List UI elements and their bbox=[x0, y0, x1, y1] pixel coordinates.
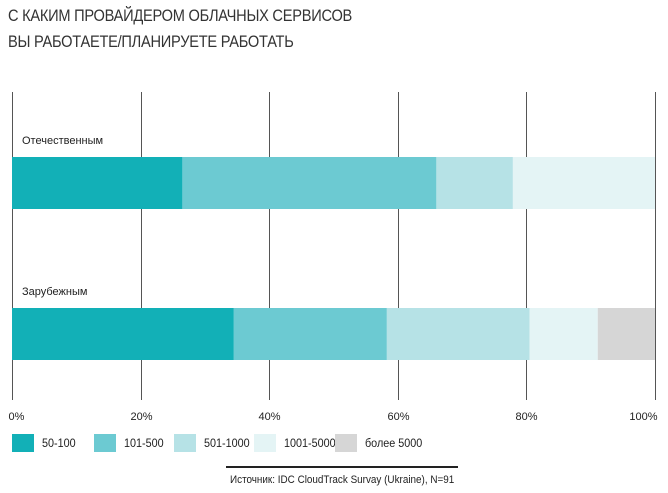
source-note: Источник: IDC CloudTrack Survay (Ukraine… bbox=[230, 474, 455, 486]
legend-swatch bbox=[12, 434, 34, 452]
legend-label: более 5000 bbox=[365, 436, 423, 450]
legend-swatch bbox=[174, 434, 196, 452]
legend-label: 501-1000 bbox=[204, 436, 250, 450]
source-divider bbox=[226, 466, 458, 468]
x-tick-label-40: 40% bbox=[258, 411, 280, 423]
x-tick-label-60: 60% bbox=[387, 411, 409, 423]
legend-label: 101-500 bbox=[124, 436, 164, 450]
x-axis-ticks: 0% 20% 40% 60% 80% 100% bbox=[9, 411, 658, 423]
chart-title-line-2: ВЫ РАБОТАЕТЕ/ПЛАНИРУЕТЕ РАБОТАТЬ bbox=[8, 32, 294, 51]
legend-swatch bbox=[254, 434, 276, 452]
bar-foreign-50-100 bbox=[12, 308, 234, 360]
category-labels: Отечественным Зарубежным bbox=[22, 135, 103, 298]
legend-item-1001-5000: 1001-5000 bbox=[254, 432, 341, 454]
legend-swatch bbox=[335, 434, 357, 452]
bar-domestic-501-1000 bbox=[436, 157, 513, 209]
bar-foreign-более-5000 bbox=[597, 308, 655, 360]
category-label-domestic: Отечественным bbox=[22, 135, 103, 147]
x-tick-label-20: 20% bbox=[130, 411, 152, 423]
legend-item-50-100: 50-100 bbox=[12, 432, 79, 454]
bar-foreign-1001-5000 bbox=[529, 308, 598, 360]
bar-domestic-50-100 bbox=[12, 157, 183, 209]
bar-domestic-101-500 bbox=[182, 157, 437, 209]
x-tick-label-80: 80% bbox=[515, 411, 537, 423]
category-label-foreign: Зарубежным bbox=[22, 286, 87, 298]
bar-foreign-501-1000 bbox=[386, 308, 530, 360]
bar-foreign-101-500 bbox=[233, 308, 387, 360]
x-tick-label-100: 100% bbox=[629, 411, 657, 423]
bars bbox=[12, 157, 655, 360]
x-tick-label-0: 0% bbox=[9, 411, 25, 423]
chart-title-line-1: С КАКИМ ПРОВАЙДЕРОМ ОБЛАЧНЫХ СЕРВИСОВ bbox=[8, 6, 353, 25]
legend-label: 50-100 bbox=[42, 436, 76, 450]
legend-item-501-1000: 501-1000 bbox=[174, 432, 255, 454]
stacked-bar-chart: Отечественным Зарубежным 0% 20% 40% 60% 80% 10… bbox=[9, 92, 658, 423]
legend-label: 1001-5000 bbox=[284, 436, 336, 450]
legend-item-более-5000: более 5000 bbox=[335, 432, 429, 454]
bar-domestic-1001-5000 bbox=[512, 157, 655, 209]
legend-swatch bbox=[94, 434, 116, 452]
legend-item-101-500: 101-500 bbox=[94, 432, 168, 454]
